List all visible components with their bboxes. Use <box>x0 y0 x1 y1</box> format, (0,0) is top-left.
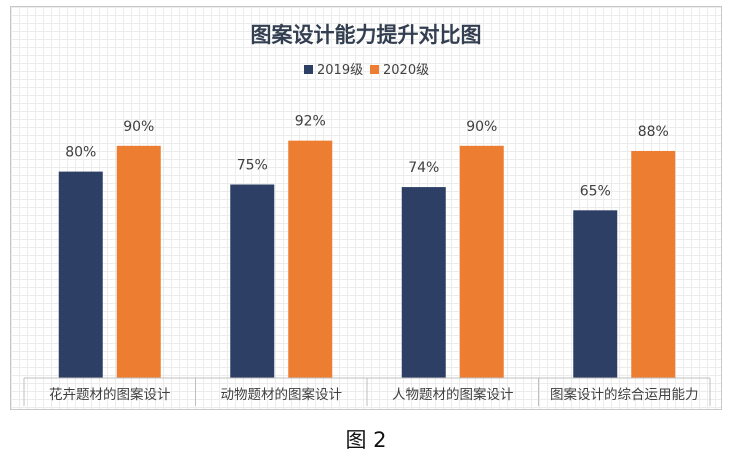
bar <box>459 145 504 378</box>
legend-swatch <box>370 65 379 74</box>
category-label: 花卉题材的图案设计 <box>49 386 171 403</box>
data-label: 90% <box>123 119 154 135</box>
legend-swatch <box>304 65 313 74</box>
bar <box>116 145 161 378</box>
bar <box>288 140 333 378</box>
bars-group: 80% 90% 75% 92% 74% 90% 65% 88% <box>58 114 676 378</box>
category-label: 图案设计的综合运用能力 <box>550 386 699 403</box>
data-label: 80% <box>65 145 96 161</box>
data-label: 92% <box>295 114 326 130</box>
data-label: 90% <box>466 119 497 135</box>
figure-caption: 图 2 <box>345 428 387 452</box>
bar <box>401 187 446 378</box>
data-label: 88% <box>638 124 669 140</box>
bar <box>631 150 676 378</box>
legend-label: 2020级 <box>383 63 429 78</box>
data-label: 65% <box>580 183 611 199</box>
legend-label: 2019级 <box>317 63 363 78</box>
bar <box>58 171 103 378</box>
chart-title: 图案设计能力提升对比图 <box>251 23 482 47</box>
category-label: 动物题材的图案设计 <box>221 386 343 403</box>
legend: 2019级 2020级 <box>304 63 429 78</box>
data-label: 74% <box>408 160 439 176</box>
category-label: 人物题材的图案设计 <box>392 386 514 403</box>
bar <box>230 184 275 378</box>
x-axis: 花卉题材的图案设计 动物题材的图案设计 人物题材的图案设计 图案设计的综合运用能力 <box>23 377 711 406</box>
bar <box>573 210 618 378</box>
data-label: 75% <box>237 158 268 174</box>
